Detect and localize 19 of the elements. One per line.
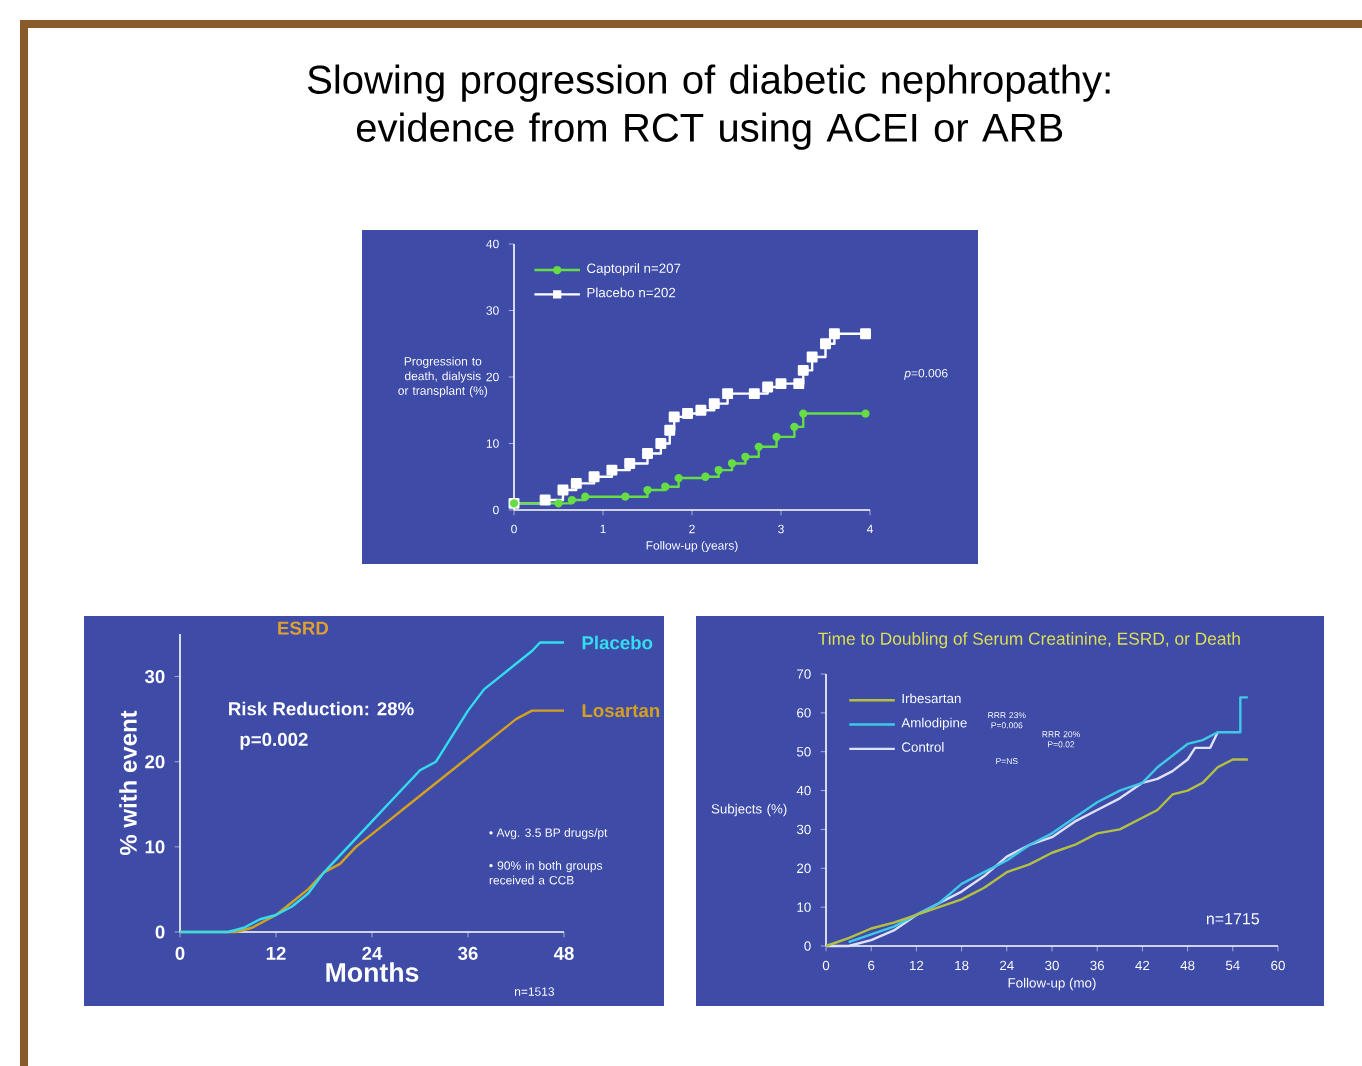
chart-title: Slowing progression of diabetic nephropathy: evidence from RCT using ACEI or ARB (308, 64, 1110, 150)
series-label: Losartan (582, 704, 660, 718)
y-axis-title: % with event (119, 710, 137, 856)
annotation: n=1715 (1206, 913, 1260, 925)
x-tick-label: 24 (362, 946, 383, 960)
x-axis-title: Months (326, 962, 419, 982)
y-tick-label: 10 (145, 840, 165, 854)
chart-title: Time to Doubling of Serum Creatinine, ESRD, or Death (818, 632, 1240, 649)
x-tick-label: 0 (175, 946, 185, 960)
y-tick-label: 30 (144, 669, 165, 684)
y-tick-label: 0 (155, 925, 165, 939)
x-tick-label: 36 (458, 946, 478, 960)
annotation: Risk Reduction: 28% (229, 701, 414, 716)
annotation: p=0.002 (240, 732, 308, 750)
y-tick-label: 20 (145, 755, 165, 769)
series-label: Placebo (582, 635, 653, 650)
x-tick-label: 12 (266, 946, 286, 960)
x-tick-label: 48 (553, 946, 574, 960)
chart-title: ESRD (278, 621, 329, 635)
